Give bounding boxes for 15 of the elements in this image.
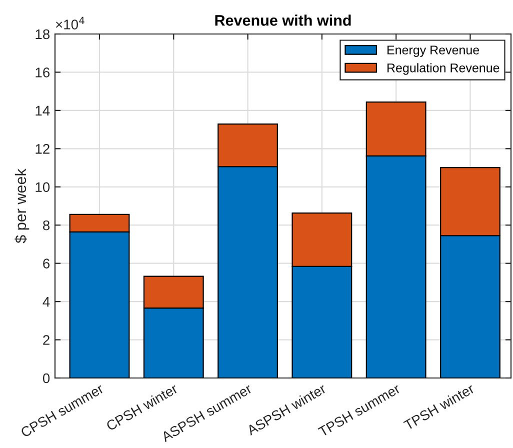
y-tick-label: 14 <box>36 106 50 116</box>
y-tick-label: 18 <box>36 29 50 40</box>
text: ×10$^{4}$ <box>56 16 84 30</box>
y-tick-label: 4 <box>42 297 50 307</box>
y-tick-label: 2 <box>43 335 50 345</box>
y-axis-title: $ per week <box>14 168 30 244</box>
y-tick-label: 12 <box>36 144 50 154</box>
y-tick-label: 10 <box>36 182 50 192</box>
legend-label: Regulation Revenue <box>388 63 500 75</box>
y-tick-label: 6 <box>43 258 50 269</box>
y-tick-label: 16 <box>36 68 50 78</box>
y-tick-label: 8 <box>43 220 50 230</box>
y-tick-label: 0 <box>42 373 50 384</box>
legend-label: Energy Revenue <box>388 46 480 57</box>
chart-title: Revenue with wind <box>215 14 351 26</box>
